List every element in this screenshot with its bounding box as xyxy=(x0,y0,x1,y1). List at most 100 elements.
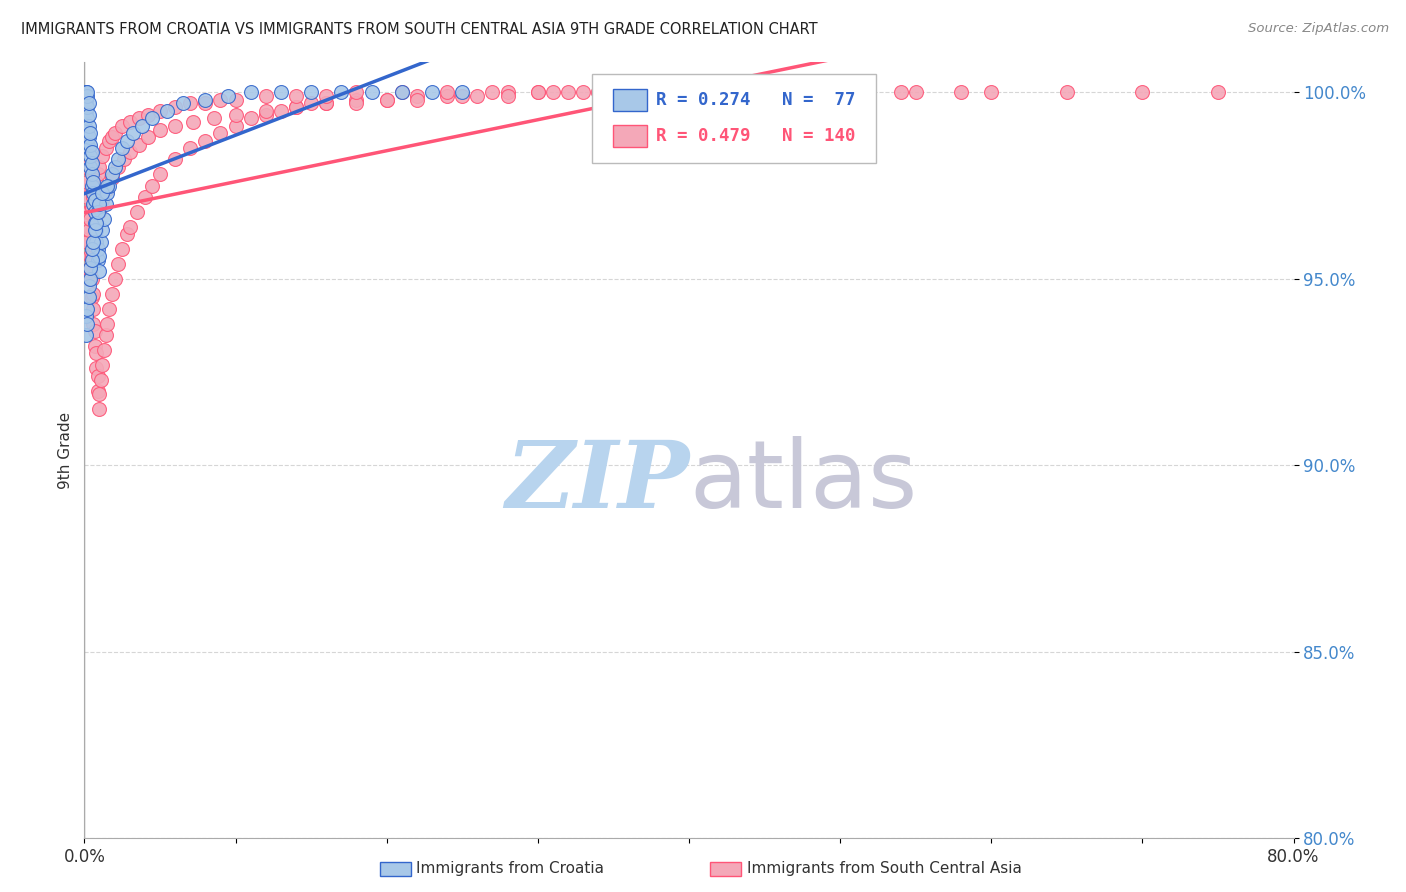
FancyBboxPatch shape xyxy=(592,74,876,163)
Point xyxy=(79,264,101,278)
Point xyxy=(346,96,368,111)
Point xyxy=(202,112,225,126)
Point xyxy=(86,346,108,360)
Point xyxy=(76,301,98,316)
Point xyxy=(84,194,107,208)
Point xyxy=(391,85,413,99)
Point xyxy=(79,260,101,275)
Point xyxy=(111,141,134,155)
Point xyxy=(79,126,101,140)
Point xyxy=(87,204,110,219)
Point xyxy=(84,216,107,230)
Point xyxy=(678,85,700,99)
Point xyxy=(588,85,610,99)
Point xyxy=(209,93,232,107)
Point xyxy=(118,145,141,159)
Point xyxy=(141,112,163,126)
Point xyxy=(82,186,104,200)
Point xyxy=(87,253,110,268)
Point xyxy=(527,85,550,99)
Point xyxy=(75,85,97,99)
Point xyxy=(118,115,141,129)
Point xyxy=(285,100,308,114)
Point xyxy=(80,201,103,215)
Point xyxy=(86,235,108,249)
Text: IMMIGRANTS FROM CROATIA VS IMMIGRANTS FROM SOUTH CENTRAL ASIA 9TH GRADE CORRELAT: IMMIGRANTS FROM CROATIA VS IMMIGRANTS FR… xyxy=(21,22,818,37)
Point xyxy=(481,85,503,99)
Point xyxy=(436,85,458,99)
Point xyxy=(89,197,111,211)
Point xyxy=(80,249,103,263)
Point xyxy=(79,249,101,263)
Point xyxy=(557,85,579,99)
Point xyxy=(82,197,104,211)
Point xyxy=(239,85,262,99)
Point xyxy=(104,160,127,174)
Point xyxy=(84,223,107,237)
Point xyxy=(172,96,194,111)
Point xyxy=(541,85,564,99)
Point xyxy=(75,178,97,193)
Text: Immigrants from Croatia: Immigrants from Croatia xyxy=(416,862,605,876)
Point xyxy=(572,85,595,99)
Point xyxy=(87,167,110,181)
Point xyxy=(80,167,103,181)
Point xyxy=(436,89,458,103)
Point xyxy=(950,85,973,99)
Point xyxy=(77,141,100,155)
Point xyxy=(82,175,104,189)
Point xyxy=(420,85,443,99)
Point xyxy=(330,85,353,99)
Point xyxy=(769,85,792,99)
Point xyxy=(1056,85,1078,99)
Point xyxy=(82,301,104,316)
Point xyxy=(96,178,118,193)
Point xyxy=(90,373,112,387)
Point xyxy=(77,223,100,237)
Point xyxy=(93,343,115,357)
Point xyxy=(96,317,118,331)
Point xyxy=(648,85,671,99)
Point xyxy=(76,190,98,204)
Point xyxy=(82,317,104,331)
Point xyxy=(588,85,610,99)
Point xyxy=(97,134,120,148)
Point xyxy=(79,272,101,286)
Point xyxy=(94,141,117,155)
Point xyxy=(270,85,292,99)
Point xyxy=(754,85,776,99)
Point xyxy=(76,112,98,126)
Point xyxy=(75,160,97,174)
Point xyxy=(76,122,98,136)
Point xyxy=(194,96,217,111)
Point xyxy=(87,242,110,256)
Point xyxy=(90,235,112,249)
Point xyxy=(149,122,172,136)
Text: Source: ZipAtlas.com: Source: ZipAtlas.com xyxy=(1249,22,1389,36)
Point xyxy=(104,126,127,140)
Point xyxy=(75,85,97,99)
Point xyxy=(94,327,117,342)
Point xyxy=(76,175,98,189)
Point xyxy=(82,190,104,204)
Point xyxy=(217,89,239,103)
Point xyxy=(112,153,135,167)
Point xyxy=(149,103,172,118)
Point xyxy=(94,197,117,211)
Point xyxy=(97,178,120,193)
Point xyxy=(79,212,101,227)
Point xyxy=(467,89,489,103)
Point xyxy=(100,171,122,186)
Point xyxy=(89,387,111,401)
Point xyxy=(165,153,187,167)
Point xyxy=(84,227,107,241)
Text: Immigrants from South Central Asia: Immigrants from South Central Asia xyxy=(747,862,1022,876)
Point xyxy=(80,242,103,256)
Point xyxy=(179,141,201,155)
Point xyxy=(209,126,232,140)
Point xyxy=(79,160,101,174)
Point xyxy=(77,279,100,293)
Point xyxy=(89,402,111,417)
Point xyxy=(91,149,114,163)
Point xyxy=(830,85,852,99)
